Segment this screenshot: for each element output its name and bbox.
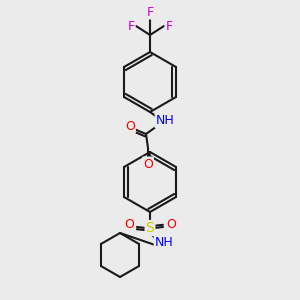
Text: NH: NH — [156, 115, 174, 128]
Text: O: O — [143, 158, 153, 170]
Text: F: F — [165, 20, 172, 32]
Text: NH: NH — [154, 236, 173, 248]
Text: F: F — [128, 20, 135, 32]
Text: S: S — [146, 221, 154, 235]
Text: O: O — [124, 218, 134, 232]
Text: O: O — [125, 119, 135, 133]
Text: O: O — [166, 218, 176, 232]
Text: F: F — [146, 5, 154, 19]
